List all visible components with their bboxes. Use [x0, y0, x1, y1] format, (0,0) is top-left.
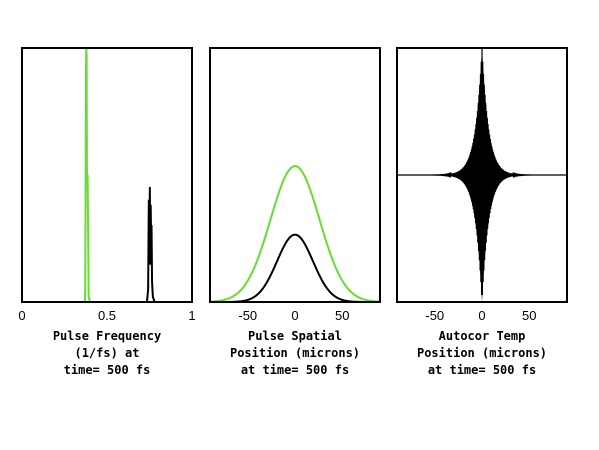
caption-line-1: Pulse Frequency — [53, 329, 161, 343]
chart-panel-1: 0 0.5 1 Pulse Frequency (1/fs) at time= 500 f… — [18, 47, 196, 377]
x-tick-label: 0.5 — [98, 308, 116, 323]
series-line-1-1 — [73, 48, 192, 302]
x-tick-label: 1 — [188, 308, 195, 323]
caption-line-1: Pulse Spatial — [248, 329, 342, 343]
plot-frame — [21, 47, 193, 303]
series-line-2-1 — [210, 165, 380, 302]
x-tick-label: 50 — [335, 308, 349, 323]
chart-panel-3: -50 0 50 Autocor Temp Position (microns) at t… — [396, 47, 568, 377]
caption-line-3: time= 500 fs — [64, 363, 151, 377]
plot-area — [73, 48, 192, 302]
caption-line-1: Autocor Temp — [439, 329, 526, 343]
caption-line-3: at time= 500 fs — [428, 363, 536, 377]
caption-line-2: Position (microns) — [230, 346, 360, 360]
x-tick-label: 0 — [291, 308, 298, 323]
caption-line-2: Position (microns) — [417, 346, 547, 360]
chart-panel-2: -50 0 50 Pulse Spatial Position (microns) at … — [209, 47, 381, 377]
series-line-3-1-envelope — [397, 48, 567, 302]
series-line-2-2 — [210, 233, 380, 302]
caption-line-3: at time= 500 fs — [241, 363, 349, 377]
x-tick-label: 0 — [18, 308, 25, 323]
series-line-1-2 — [73, 186, 192, 302]
plot-frame — [209, 47, 381, 303]
plot-area — [210, 165, 380, 302]
plot-area — [397, 48, 567, 302]
x-tick-label: -50 — [425, 308, 444, 323]
x-tick-label: -50 — [238, 308, 257, 323]
x-tick-label: 50 — [522, 308, 536, 323]
plot-frame — [396, 47, 568, 303]
x-tick-label: 0 — [478, 308, 485, 323]
caption-line-2: (1/fs) at — [74, 346, 139, 360]
